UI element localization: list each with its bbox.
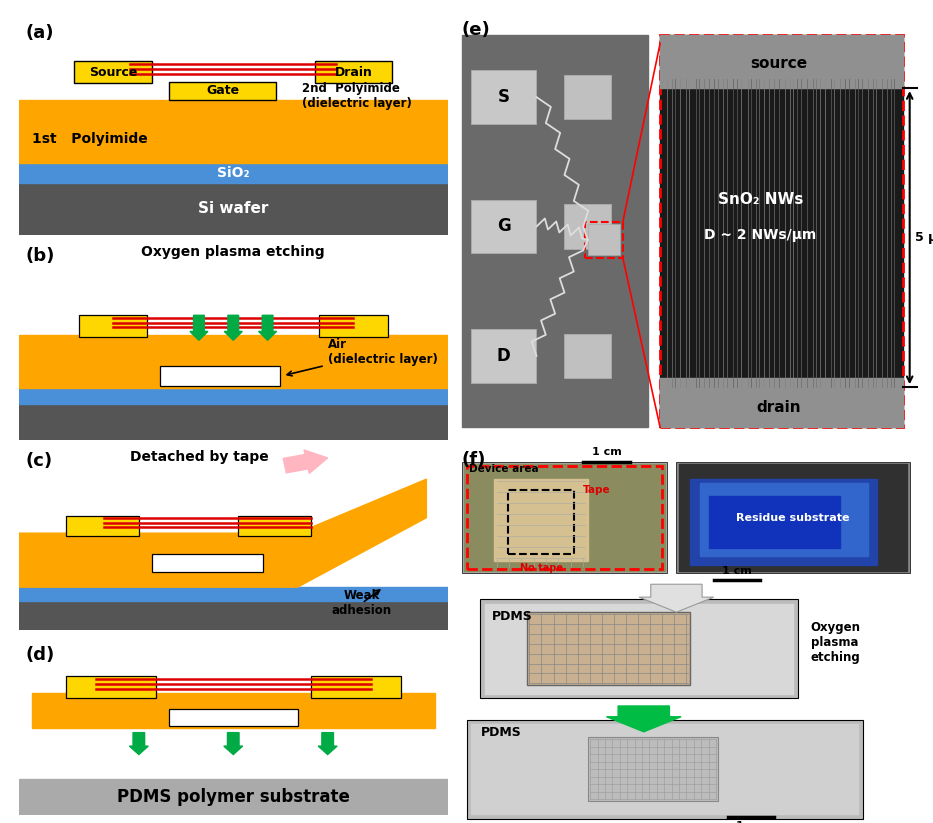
Text: D ~ 2 NWs/μm: D ~ 2 NWs/μm xyxy=(704,229,816,243)
Bar xyxy=(32,693,435,728)
Bar xyxy=(19,779,448,815)
Bar xyxy=(676,462,910,574)
Bar xyxy=(19,404,448,440)
Text: Device area: Device area xyxy=(469,464,538,474)
Text: 1 cm: 1 cm xyxy=(592,448,621,458)
Bar xyxy=(19,100,448,163)
Bar xyxy=(564,204,611,249)
Bar xyxy=(319,315,388,337)
Bar xyxy=(238,516,311,537)
FancyArrow shape xyxy=(318,732,337,755)
Text: Tape: Tape xyxy=(583,486,611,495)
Text: Detached by tape: Detached by tape xyxy=(130,450,269,464)
FancyArrow shape xyxy=(258,315,276,340)
Bar xyxy=(494,479,588,560)
Bar xyxy=(152,555,263,572)
Text: SnO₂ NWs: SnO₂ NWs xyxy=(717,193,803,207)
FancyArrow shape xyxy=(639,584,714,612)
Bar xyxy=(471,724,858,815)
Bar xyxy=(660,35,903,427)
Bar xyxy=(471,329,536,383)
Text: (f): (f) xyxy=(462,451,486,469)
Bar xyxy=(19,601,448,630)
Bar xyxy=(465,464,664,571)
Bar xyxy=(588,225,620,255)
Bar xyxy=(679,464,907,571)
Bar xyxy=(588,737,718,802)
Text: (a): (a) xyxy=(25,25,53,43)
Bar xyxy=(160,365,281,386)
Bar xyxy=(75,61,152,83)
Bar xyxy=(19,388,448,404)
Text: (d): (d) xyxy=(25,646,54,664)
FancyArrow shape xyxy=(606,706,681,732)
Bar xyxy=(466,466,662,570)
Text: G: G xyxy=(497,217,510,235)
Text: 1 cm: 1 cm xyxy=(722,565,752,575)
Bar xyxy=(690,479,877,565)
Bar xyxy=(709,496,840,547)
Bar xyxy=(462,35,648,427)
Text: 1 cm: 1 cm xyxy=(736,821,766,823)
Bar xyxy=(564,75,611,119)
Text: 1st   Polyimide: 1st Polyimide xyxy=(32,133,147,146)
FancyArrow shape xyxy=(224,732,243,755)
Bar xyxy=(169,709,298,726)
Text: No tape: No tape xyxy=(520,563,563,573)
Text: Oxygen
plasma
etching: Oxygen plasma etching xyxy=(810,621,860,664)
Bar xyxy=(586,222,622,258)
Text: PDMS: PDMS xyxy=(493,610,533,623)
Bar xyxy=(527,612,690,686)
Bar xyxy=(19,183,448,235)
Bar xyxy=(78,315,147,337)
Text: source: source xyxy=(750,56,808,71)
Bar xyxy=(314,61,392,83)
Text: S: S xyxy=(498,88,509,106)
Text: (b): (b) xyxy=(25,247,54,265)
Text: 5 μm: 5 μm xyxy=(915,231,933,244)
Text: 2nd  Polyimide
(dielectric layer): 2nd Polyimide (dielectric layer) xyxy=(302,81,411,109)
Bar xyxy=(660,379,903,427)
Bar xyxy=(480,599,798,698)
Bar xyxy=(660,35,903,88)
Bar xyxy=(19,336,448,388)
Bar xyxy=(66,516,139,537)
Text: Weak
adhesion: Weak adhesion xyxy=(332,589,392,617)
Text: SiO₂: SiO₂ xyxy=(217,166,249,180)
Text: (e): (e) xyxy=(462,21,491,40)
Text: Source: Source xyxy=(89,66,137,79)
Bar xyxy=(660,35,903,427)
Bar xyxy=(311,676,400,698)
Bar xyxy=(485,603,793,694)
FancyArrow shape xyxy=(130,732,148,755)
Text: Si wafer: Si wafer xyxy=(198,202,269,216)
Text: D: D xyxy=(497,346,510,365)
Bar xyxy=(700,483,868,556)
Bar xyxy=(508,490,574,554)
Text: (c): (c) xyxy=(25,452,52,470)
Text: Drain: Drain xyxy=(335,66,372,79)
Text: Air
(dielectric layer): Air (dielectric layer) xyxy=(287,337,438,376)
Bar xyxy=(169,82,276,100)
Bar xyxy=(471,200,536,253)
Bar xyxy=(471,70,536,124)
Text: drain: drain xyxy=(757,400,801,415)
Polygon shape xyxy=(19,479,426,587)
Text: Oxygen plasma etching: Oxygen plasma etching xyxy=(142,244,325,258)
Bar xyxy=(564,333,611,379)
Bar xyxy=(66,676,156,698)
Text: Gate: Gate xyxy=(206,84,239,97)
FancyArrow shape xyxy=(283,450,327,473)
FancyArrow shape xyxy=(224,315,243,340)
Text: Residue substrate: Residue substrate xyxy=(736,513,850,523)
Text: PDMS polymer substrate: PDMS polymer substrate xyxy=(117,788,350,806)
Bar xyxy=(19,163,448,183)
Text: PDMS: PDMS xyxy=(480,726,522,739)
Bar xyxy=(462,462,667,574)
FancyArrow shape xyxy=(190,315,208,340)
Bar xyxy=(19,587,448,601)
Bar xyxy=(466,720,863,819)
